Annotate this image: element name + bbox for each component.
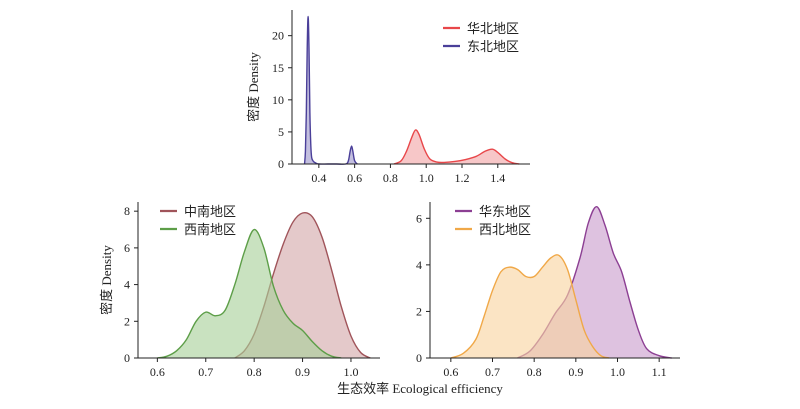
legend-label: 东北地区 bbox=[467, 39, 519, 54]
legend-label: 华东地区 bbox=[479, 204, 531, 219]
y-tick-label: 15 bbox=[272, 61, 284, 75]
x-tick-label: 1.1 bbox=[652, 365, 667, 379]
y-tick-label: 2 bbox=[124, 314, 130, 328]
legend-label: 西北地区 bbox=[479, 222, 531, 237]
x-tick-label: 1.0 bbox=[419, 171, 434, 185]
y-tick-label: 0 bbox=[416, 351, 422, 365]
x-tick-label: 0.9 bbox=[568, 365, 583, 379]
density-line-1-1 bbox=[393, 129, 520, 165]
legend-label: 西南地区 bbox=[184, 222, 236, 237]
area-1-2 bbox=[304, 16, 358, 165]
y-tick-label: 4 bbox=[416, 258, 422, 272]
x-tick-label: 0.6 bbox=[443, 365, 458, 379]
x-tick-label: 1.4 bbox=[490, 171, 505, 185]
y-tick-label: 0 bbox=[124, 351, 130, 365]
y-tick-label: 2 bbox=[416, 304, 422, 318]
area-3-2 bbox=[450, 254, 610, 358]
legend-label: 华北地区 bbox=[467, 21, 519, 36]
x-tick-label: 1.0 bbox=[343, 365, 358, 379]
density-line-1-2 bbox=[303, 15, 358, 165]
area-1-1 bbox=[394, 129, 520, 164]
x-tick-label: 1.2 bbox=[455, 171, 470, 185]
shared-xlabel: 生态效率 Ecological efficiency bbox=[337, 381, 503, 396]
x-tick-label: 0.6 bbox=[347, 171, 362, 185]
y-axis-label: 密度 Density bbox=[99, 245, 114, 315]
density-line-3-2 bbox=[450, 254, 610, 359]
x-tick-label: 0.6 bbox=[150, 365, 165, 379]
y-tick-label: 20 bbox=[272, 29, 284, 43]
x-tick-label: 0.4 bbox=[311, 171, 326, 185]
x-tick-label: 0.8 bbox=[527, 365, 542, 379]
y-tick-label: 6 bbox=[124, 241, 130, 255]
y-axis-label: 密度 Density bbox=[246, 52, 261, 122]
legend-label: 中南地区 bbox=[184, 204, 236, 219]
x-tick-label: 0.9 bbox=[295, 365, 310, 379]
x-tick-label: 1.0 bbox=[610, 365, 625, 379]
y-tick-label: 6 bbox=[416, 211, 422, 225]
y-tick-label: 0 bbox=[278, 157, 284, 171]
density-panel-1: 0 5 10 15 20 0.4 0.6 0.8 1.0 1.2 1.4 密度 Density 华北地区… bbox=[246, 10, 530, 185]
density-line-2-2 bbox=[157, 228, 342, 359]
x-tick-label: 0.7 bbox=[485, 365, 500, 379]
x-tick-label: 0.8 bbox=[247, 365, 262, 379]
y-tick-label: 4 bbox=[124, 278, 130, 292]
x-tick-label: 0.8 bbox=[383, 171, 398, 185]
y-tick-label: 5 bbox=[278, 125, 284, 139]
x-tick-label: 0.7 bbox=[198, 365, 213, 379]
y-tick-label: 8 bbox=[124, 204, 130, 218]
y-tick-label: 10 bbox=[272, 93, 284, 107]
